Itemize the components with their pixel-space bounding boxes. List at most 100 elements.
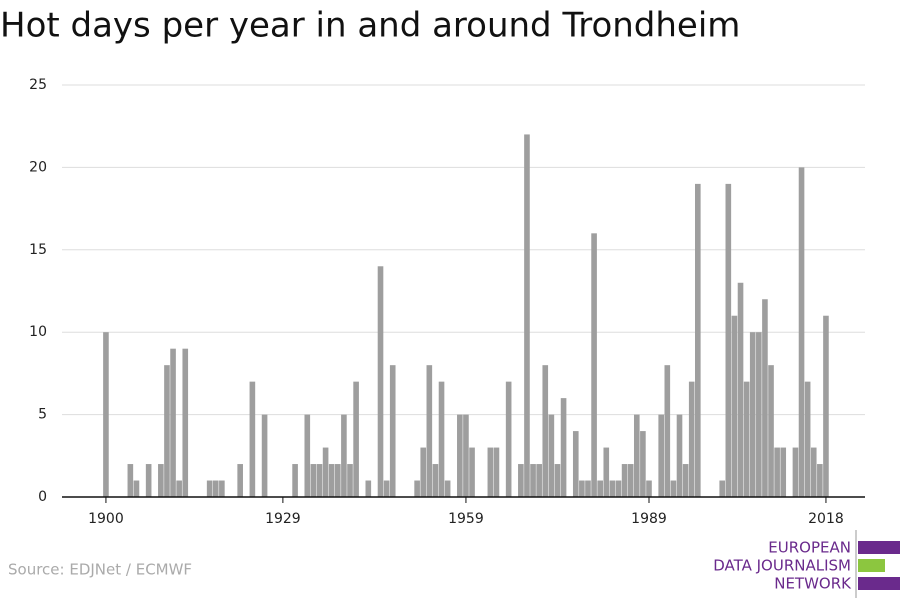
bar	[377, 266, 384, 497]
y-tick-label: 20	[29, 159, 47, 175]
bar	[328, 464, 335, 497]
bar	[304, 414, 311, 497]
bar	[420, 447, 427, 497]
bar	[347, 464, 353, 497]
bar	[658, 414, 665, 497]
bar	[170, 348, 176, 497]
bar	[341, 414, 347, 497]
logo-text: EUROPEAN	[768, 539, 851, 557]
bar	[164, 365, 170, 497]
bar	[487, 447, 494, 497]
bar	[542, 365, 549, 497]
bar	[823, 315, 829, 497]
x-tick-label: 2018	[808, 511, 844, 527]
bar	[682, 464, 689, 497]
bar	[743, 381, 750, 497]
bar	[249, 381, 256, 497]
bar	[646, 480, 652, 497]
bar	[182, 348, 189, 497]
bar	[817, 464, 823, 497]
logo-text: NETWORK	[774, 575, 852, 593]
bar	[206, 480, 213, 497]
y-tick-label: 10	[29, 324, 47, 340]
y-tick-label: 0	[38, 489, 47, 505]
y-tick-label: 25	[29, 77, 47, 93]
bar	[322, 447, 329, 497]
bar	[597, 480, 603, 497]
bar	[762, 299, 768, 497]
bar	[353, 381, 359, 497]
bar	[676, 414, 683, 497]
bar	[719, 480, 726, 497]
bar	[219, 480, 225, 497]
chart-title: Hot days per year in and around Trondhei…	[0, 6, 740, 46]
bar	[780, 447, 787, 497]
bar	[261, 414, 268, 497]
bar	[633, 414, 640, 497]
logo: EUROPEAN DATA JOURNALISM NETWORK	[713, 530, 900, 598]
bar	[664, 365, 671, 497]
bar	[792, 447, 799, 497]
bar	[127, 464, 134, 497]
bar	[414, 480, 420, 497]
bar	[389, 365, 396, 497]
bar	[768, 365, 774, 497]
bar	[457, 414, 463, 497]
bar	[560, 398, 567, 497]
x-tick-label: 1900	[88, 511, 124, 527]
bar	[572, 431, 579, 497]
bar	[463, 414, 469, 497]
bar	[804, 381, 811, 497]
bar	[591, 233, 597, 497]
logo-bar	[858, 577, 900, 590]
bar	[469, 447, 475, 497]
bar	[530, 464, 536, 497]
bar	[810, 447, 817, 497]
bar	[554, 464, 561, 497]
bar	[493, 447, 500, 497]
bar	[505, 381, 512, 497]
bar	[725, 183, 732, 497]
bar	[603, 447, 610, 497]
bar	[749, 332, 756, 497]
bar	[670, 480, 677, 497]
y-tick-label: 5	[38, 407, 47, 423]
x-tick-label: 1929	[265, 511, 301, 527]
y-tick-label: 15	[29, 242, 47, 258]
bar	[579, 480, 585, 497]
bar	[536, 464, 542, 497]
bar	[585, 480, 591, 497]
x-tick-label: 1959	[448, 511, 484, 527]
bar	[432, 464, 439, 497]
logo-bar	[858, 559, 885, 572]
bar	[316, 464, 323, 497]
bar	[627, 464, 634, 497]
bar	[334, 464, 341, 497]
bar	[426, 365, 433, 497]
bar	[444, 480, 451, 497]
bar	[774, 447, 780, 497]
bar	[640, 431, 646, 497]
bar	[756, 332, 762, 497]
bar	[615, 480, 622, 497]
bar	[365, 480, 372, 497]
bar	[237, 464, 243, 497]
bar	[292, 464, 298, 497]
logo-text: DATA JOURNALISM	[713, 557, 851, 575]
source: Source: EDJNet / ECMWF	[8, 561, 192, 579]
bar	[212, 480, 219, 497]
bar	[609, 480, 616, 497]
logo-bar	[858, 541, 900, 554]
bar	[524, 134, 530, 497]
bar	[158, 464, 164, 497]
bar	[688, 381, 695, 497]
bar	[176, 480, 182, 497]
bar	[383, 480, 390, 497]
bar	[438, 381, 445, 497]
bar	[621, 464, 628, 497]
bar	[145, 464, 152, 497]
bar	[548, 414, 555, 497]
x-tick-label: 1989	[631, 511, 667, 527]
bar	[310, 464, 317, 497]
